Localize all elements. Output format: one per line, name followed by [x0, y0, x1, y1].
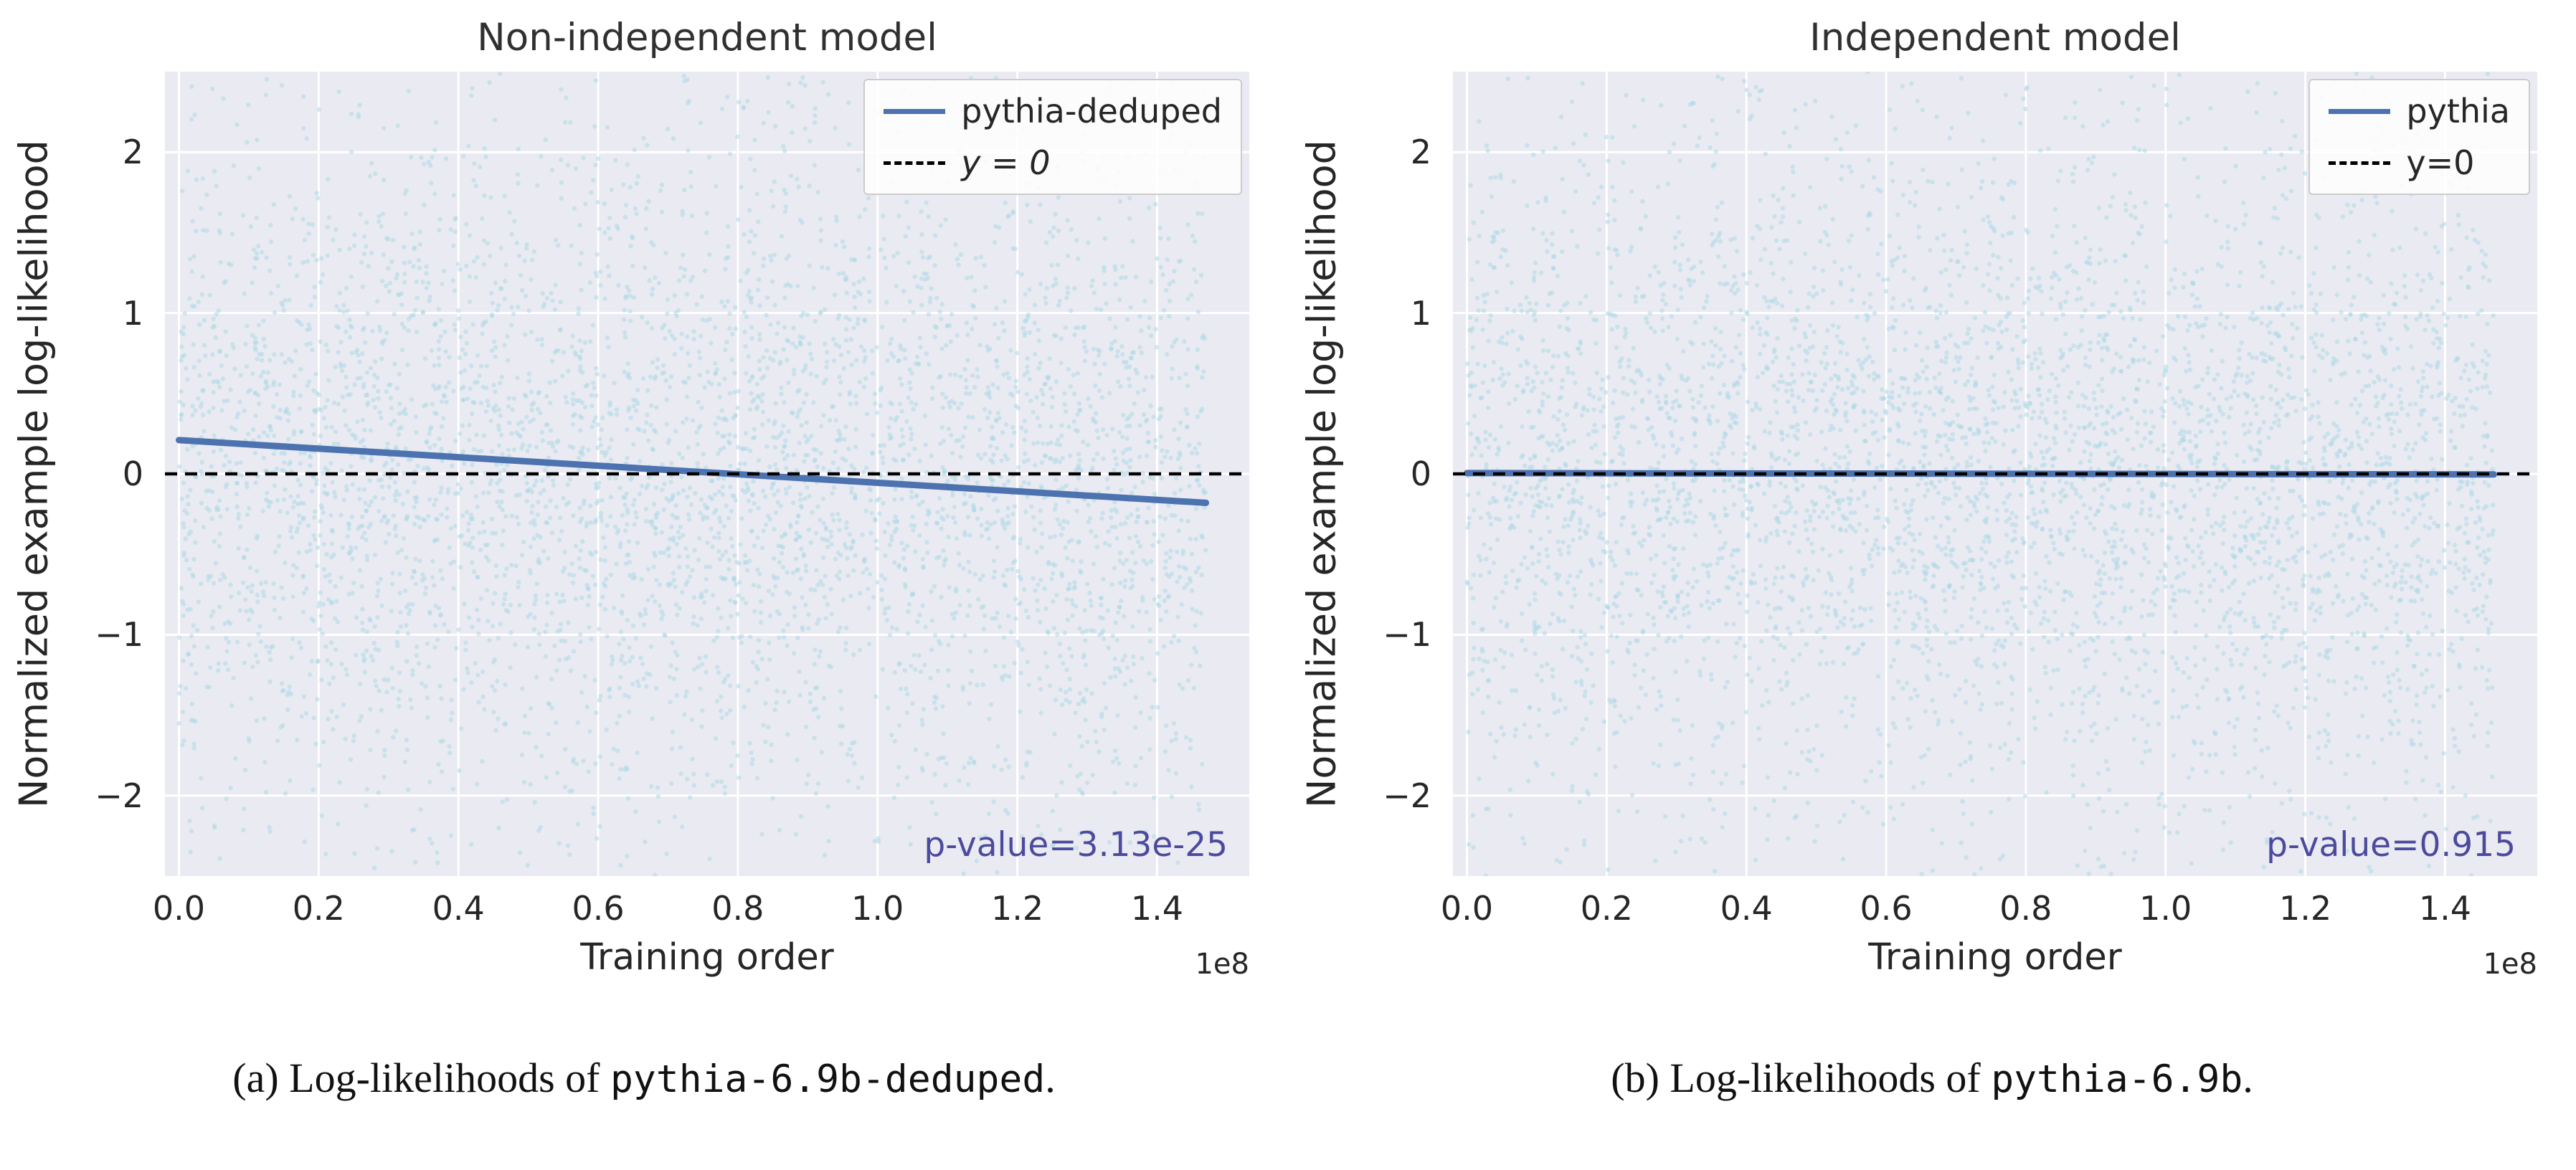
p-value-annotation: p-value=3.13e-25 — [924, 825, 1228, 865]
figure-caption: (b) Log-likelihoods of pythia-6.9b. — [1288, 1054, 2576, 1102]
caption-code: pythia-6.9b-deduped — [610, 1057, 1046, 1101]
legend-entry: pythia — [2329, 92, 2510, 130]
scatter-plot-svg — [165, 72, 1249, 876]
chart-title: Non-independent model — [477, 16, 937, 60]
legend-dashed-line-swatch-icon — [2329, 161, 2391, 165]
y-tick-label: 2 — [122, 133, 143, 172]
x-tick-label: 1.0 — [2139, 889, 2192, 928]
y-tick-label: 0 — [122, 455, 143, 493]
caption-code: pythia-6.9b — [1991, 1057, 2243, 1101]
axis-offset-label: 1e8 — [1195, 948, 1249, 981]
legend: pythia-deduped y = 0 — [863, 79, 1242, 195]
legend-entry: pythia-deduped — [884, 92, 1222, 130]
legend-entry: y = 0 — [884, 143, 1222, 182]
x-tick-label: 0.2 — [1580, 889, 1633, 928]
legend-label: pythia — [2406, 92, 2510, 130]
legend-solid-line-swatch-icon — [2329, 108, 2391, 114]
scatter-plot-svg — [1453, 72, 2537, 876]
x-tick-label: 0.8 — [1999, 889, 2052, 928]
legend-solid-line-swatch-icon — [884, 108, 946, 114]
y-tick-label: 1 — [1410, 293, 1431, 333]
y-tick-label: −1 — [95, 615, 143, 655]
legend-dashed-line-swatch-icon — [884, 161, 946, 165]
legend-entry: y=0 — [2329, 143, 2510, 182]
x-tick-label: 0.0 — [152, 889, 206, 928]
legend-label: pythia-deduped — [961, 92, 1222, 130]
x-tick-label: 0.4 — [1720, 889, 1773, 928]
axis-offset-label: 1e8 — [2483, 948, 2537, 981]
x-tick-label: 1.2 — [2278, 889, 2332, 928]
chart-panel-left: Non-independent model Normalized example… — [0, 16, 1288, 1102]
legend: pythia y=0 — [2309, 79, 2530, 195]
chart-title: Independent model — [1809, 16, 2181, 60]
y-tick-label: 1 — [122, 293, 143, 333]
y-tick-label: −2 — [1383, 776, 1431, 815]
x-tick-label: 0.2 — [292, 889, 345, 928]
x-tick-label: 1.2 — [990, 889, 1044, 928]
caption-text: (a) Log-likelihoods of — [232, 1055, 610, 1101]
chart-panel-right: Independent model Normalized example log… — [1288, 0, 2576, 1170]
y-tick-label: −2 — [95, 776, 143, 815]
caption-text: . — [2243, 1055, 2253, 1101]
plot-area: pythia y=0 p-value=0.915 — [1453, 72, 2537, 876]
y-tick-label: 2 — [1410, 133, 1431, 172]
plot-area: pythia-deduped y = 0 p-value=3.13e-25 — [165, 72, 1249, 876]
caption-text: (b) Log-likelihoods of — [1611, 1055, 1992, 1101]
x-tick-label: 0.6 — [572, 889, 625, 928]
x-tick-label: 1.0 — [851, 889, 904, 928]
y-tick-label: −1 — [1383, 615, 1431, 655]
y-tick-label: 0 — [1410, 455, 1431, 493]
legend-label: y=0 — [2406, 143, 2475, 182]
x-tick-label: 0.6 — [1860, 889, 1913, 928]
p-value-annotation: p-value=0.915 — [2266, 825, 2516, 865]
x-axis-label: Training order — [1868, 936, 2122, 979]
x-tick-label: 0.8 — [711, 889, 764, 928]
figure-caption: (a) Log-likelihoods of pythia-6.9b-dedup… — [0, 1054, 1288, 1102]
legend-label: y = 0 — [961, 143, 1051, 182]
x-tick-label: 1.4 — [2418, 889, 2471, 928]
x-axis-label: Training order — [580, 936, 834, 979]
x-tick-label: 1.4 — [1130, 889, 1183, 928]
x-tick-label: 0.0 — [1440, 889, 1494, 928]
caption-text: . — [1045, 1055, 1056, 1101]
x-tick-label: 0.4 — [432, 889, 485, 928]
